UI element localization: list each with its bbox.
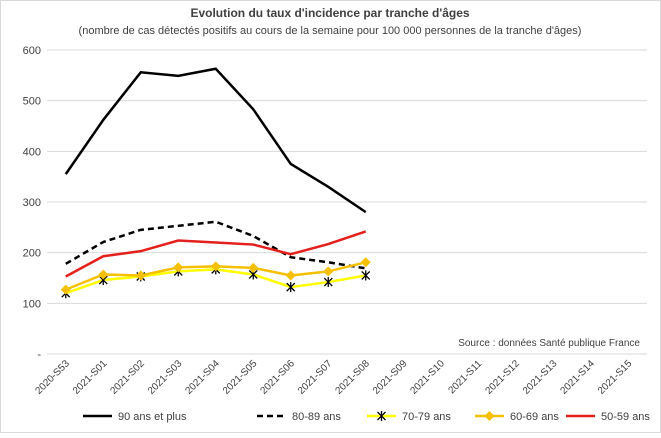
marker: [60, 284, 71, 295]
marker: [323, 277, 333, 288]
y-tick-label: 200: [23, 248, 41, 260]
chart-subtitle: (nombre de cas détectés positifs au cour…: [79, 25, 582, 37]
y-tick-label: 300: [23, 197, 41, 209]
legend-label: 60-69 ans: [510, 411, 559, 423]
chart-title: Evolution du taux d'incidence par tranch…: [190, 6, 469, 20]
marker: [135, 270, 146, 281]
marker: [285, 270, 296, 281]
y-tick-label: 500: [23, 96, 41, 108]
marker: [361, 270, 371, 281]
y-tick-label: -: [37, 349, 41, 361]
marker: [360, 257, 371, 268]
marker: [377, 411, 386, 421]
marker: [286, 282, 296, 293]
y-tick-label: 400: [23, 146, 41, 158]
y-tick-label: 600: [23, 45, 41, 57]
marker: [323, 266, 334, 277]
source-note: Source : données Santé publique France: [458, 338, 640, 349]
legend-label: 90 ans et plus: [118, 411, 187, 423]
marker: [248, 262, 259, 273]
series-line: [65, 230, 367, 278]
marker: [98, 269, 109, 280]
series-line: [64, 67, 367, 214]
y-tick-label: 100: [23, 298, 41, 310]
marker: [173, 262, 184, 273]
legend-label: 70-79 ans: [402, 411, 451, 423]
legend-label: 50-59 ans: [601, 411, 650, 423]
marker: [210, 261, 221, 272]
legend-label: 80-89 ans: [292, 411, 341, 423]
marker: [484, 411, 495, 421]
